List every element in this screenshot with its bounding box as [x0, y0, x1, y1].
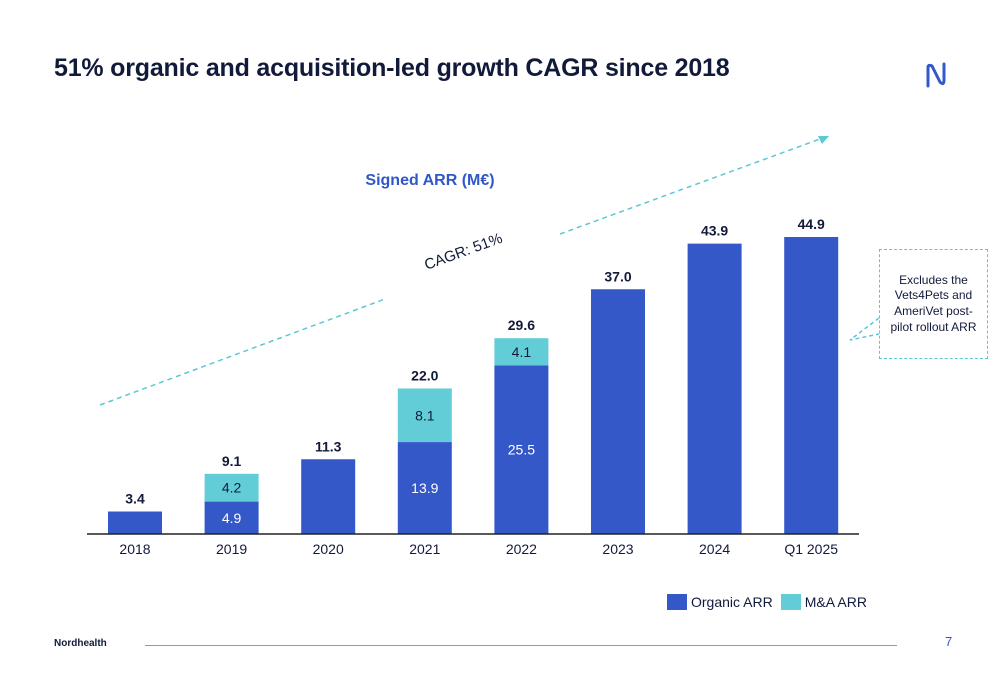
x-tick-label-2021: 2021	[409, 541, 440, 557]
legend-swatch-ma	[780, 594, 801, 610]
x-axis-ticks: 2018 2019 2020 2021 2022 2023 2024 Q1 2025	[119, 541, 838, 557]
legend-label-organic: Organic ARR	[691, 594, 773, 610]
footer-brand: Nordhealth	[54, 638, 107, 649]
callout-text: Excludes the Vets4Pets and AmeriVet post…	[890, 272, 977, 334]
bar-organic-2024	[687, 243, 742, 535]
bar-organic-2020	[301, 459, 356, 534]
legend-item-ma: M&A ARR	[780, 594, 867, 610]
bar-organic-q1-2025	[784, 237, 839, 534]
total-label-2023: 37.0	[604, 268, 631, 284]
page-number: 7	[945, 634, 953, 649]
segment-label-organic-2022: 25.5	[508, 442, 535, 458]
total-label-2019: 9.1	[222, 453, 242, 469]
bar-organic-2018	[108, 511, 162, 534]
legend-item-organic: Organic ARR	[667, 594, 773, 610]
x-tick-label-2020: 2020	[313, 541, 344, 557]
x-tick-label-q1-2025: Q1 2025	[784, 541, 838, 557]
bar-organic-2022	[494, 365, 549, 534]
chart-title: Signed ARR (M€)	[365, 172, 494, 189]
bar-organic-2019	[204, 501, 259, 534]
bar-organic-2023	[591, 289, 645, 534]
total-label-2020: 11.3	[315, 438, 342, 454]
footer-divider	[145, 645, 897, 646]
x-tick-label-2023: 2023	[602, 541, 633, 557]
segment-label-ma-2019: 4.2	[222, 480, 242, 496]
total-label-2024: 43.9	[701, 223, 728, 239]
bar-ma-2021	[397, 388, 452, 443]
callout-note: Excludes the Vets4Pets and AmeriVet post…	[879, 249, 988, 359]
total-label-q1-2025: 44.9	[798, 216, 825, 232]
x-tick-label-2022: 2022	[506, 541, 537, 557]
page-title: 51% organic and acquisition-led growth C…	[54, 54, 730, 82]
total-label-2018: 3.4	[125, 491, 145, 507]
x-tick-label-2019: 2019	[216, 541, 247, 557]
callout-pointer	[849, 317, 880, 341]
nordhealth-logo-icon	[926, 62, 946, 88]
legend-label-ma: M&A ARR	[804, 594, 867, 610]
segment-label-organic-2019: 4.9	[222, 510, 242, 526]
chart-legend: Organic ARR M&A ARR	[667, 594, 875, 610]
bar-ma-2019	[204, 473, 259, 502]
bar-ma-2022	[494, 338, 549, 366]
bar-organic-2021	[397, 442, 452, 534]
cagr-label: CAGR: 51%	[422, 230, 505, 274]
x-tick-label-2024: 2024	[699, 541, 730, 557]
total-label-2021: 22.0	[411, 367, 438, 383]
x-tick-label-2018: 2018	[119, 541, 150, 557]
segment-label-organic-2021: 13.9	[411, 480, 438, 496]
segment-label-ma-2021: 8.1	[415, 407, 435, 423]
segment-label-ma-2022: 4.1	[512, 344, 532, 360]
bar-group: 3.4 4.9 4.2 9.1 11.3 13.9 8.1 22.0 25.5 4.1 29.6 37…	[108, 216, 839, 535]
total-label-2022: 29.6	[508, 317, 535, 333]
legend-swatch-organic	[667, 594, 687, 610]
